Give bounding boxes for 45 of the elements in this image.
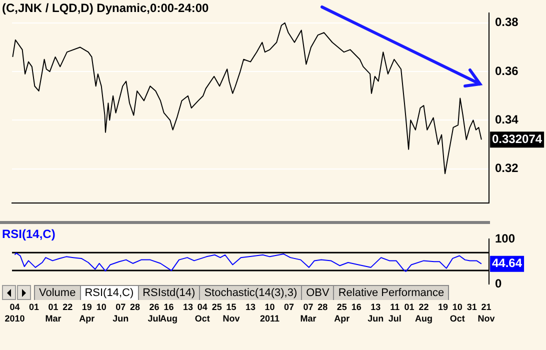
text: 44.64 (492, 256, 522, 270)
x-tick-label: 07 (284, 302, 294, 312)
x-tick-label: 15 Nov (222, 302, 240, 324)
text: 0.332074 (492, 132, 542, 146)
x-tick-label: 01 Mar (45, 302, 62, 324)
text: Relative Performance (333, 285, 450, 300)
x-tick-label: 19 (438, 302, 448, 312)
x-tick-label: 28 (318, 302, 328, 312)
x-tick-label: 04 Oct (194, 302, 210, 324)
x-tick-label: 07 Mar (300, 302, 317, 324)
x-tick-label: 13 (182, 302, 193, 312)
text: Stochastic(14(3),3) (199, 285, 302, 300)
x-tick-label: 22 (62, 302, 73, 312)
x-tick-label: 11 Jul (388, 302, 402, 324)
text: Volume (34, 285, 81, 300)
y-tick-label: 0.32 (495, 161, 519, 176)
x-tick-label: 25 (212, 302, 222, 312)
y-tick-label: 100 (495, 232, 516, 246)
x-tick-label: 16 Aug (160, 302, 178, 324)
chart-title: (C,JNK / LQD,D) Dynamic,0:00-24:00 (2, 1, 209, 15)
x-tick-label: 10 Oct (450, 302, 465, 324)
x-tick-label: 13 (245, 302, 256, 312)
x-tick-label: 07 Jun (112, 302, 129, 324)
x-tick-label: 13 Jun (368, 302, 384, 324)
x-tick-label: 01 (404, 302, 414, 312)
x-tick-label: 04 2010 (4, 302, 25, 324)
x-tick-label: 01 (28, 302, 39, 312)
x-tick-label: 25 Apr (334, 302, 350, 324)
x-tick-label: 19 Apr (79, 302, 96, 324)
x-tick-label: 22 Aug (414, 302, 432, 324)
x-tick-label: 16 (351, 302, 362, 312)
x-tick-label: 10 2011 (260, 302, 280, 324)
y-tick-label: 0.38 (495, 15, 519, 30)
y-tick-label: 0.36 (495, 64, 519, 78)
text: OBV (301, 285, 334, 300)
text: RSIstd(14) (138, 285, 200, 300)
x-tick-label: 26 Jul (148, 302, 161, 324)
text: RSI(14,C) (80, 285, 139, 300)
y-tick-label: 0 (495, 276, 502, 290)
y-tick-label: 0.34 (495, 112, 519, 126)
x-tick-label: 28 (130, 302, 140, 312)
x-tick-label: 10 (96, 302, 106, 312)
chart-title: RSI(14,C) (2, 227, 56, 241)
x-tick-label: 31 (466, 302, 477, 312)
x-tick-label: 21 Nov (478, 302, 495, 324)
